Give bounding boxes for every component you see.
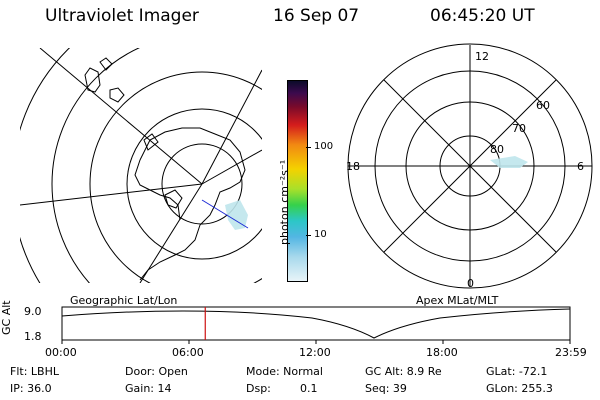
date-label: 16 Sep 07 [273, 6, 360, 26]
flt-info: Flt: LBHL [10, 365, 59, 378]
door-info: Door: Open [125, 365, 188, 378]
mlt-label-18: 18 [346, 160, 360, 173]
xtick-0600: 06:00 [172, 346, 204, 359]
ip-info: IP: 36.0 [10, 382, 52, 395]
xtick-1800: 18:00 [426, 346, 458, 359]
altitude-ytick-top: 9.0 [24, 305, 42, 318]
mlt-label-0: 0 [467, 277, 474, 290]
dsp-value: 0.1 [300, 382, 318, 395]
right-panel-caption: Apex MLat/MLT [416, 294, 499, 307]
xtick-2359: 23:59 [555, 346, 587, 359]
mode-info: Mode: Normal [246, 365, 323, 378]
xtick-1200: 12:00 [299, 346, 331, 359]
altitude-ylabel: GC Alt [0, 300, 13, 335]
mlt-label-6: 6 [577, 160, 584, 173]
dsp-label: Dsp: [246, 382, 271, 395]
colorbar-tickmark-100 [306, 147, 311, 148]
colorbar-tick-100: 100 [314, 141, 334, 152]
mlt-label-12: 12 [475, 50, 489, 63]
gain-info: Gain: 14 [125, 382, 172, 395]
mlat-label-80: 80 [490, 143, 504, 156]
instrument-title: Ultraviolet Imager [45, 6, 199, 26]
altitude-ytick-bottom: 1.8 [24, 330, 42, 343]
gc-alt-info: GC Alt: 8.9 Re [365, 365, 442, 378]
glat-info: GLat: -72.1 [486, 365, 548, 378]
colorbar [287, 80, 308, 282]
mlat-label-70: 70 [512, 122, 526, 135]
left-panel-caption: Geographic Lat/Lon [70, 294, 178, 307]
xtick-0000: 00:00 [45, 346, 77, 359]
seq-info: Seq: 39 [365, 382, 407, 395]
time-label: 06:45:20 UT [430, 6, 535, 26]
colorbar-tickmark-10 [306, 235, 311, 236]
mlat-label-60: 60 [536, 99, 550, 112]
glon-info: GLon: 255.3 [486, 382, 553, 395]
colorbar-tick-10: 10 [314, 229, 327, 240]
